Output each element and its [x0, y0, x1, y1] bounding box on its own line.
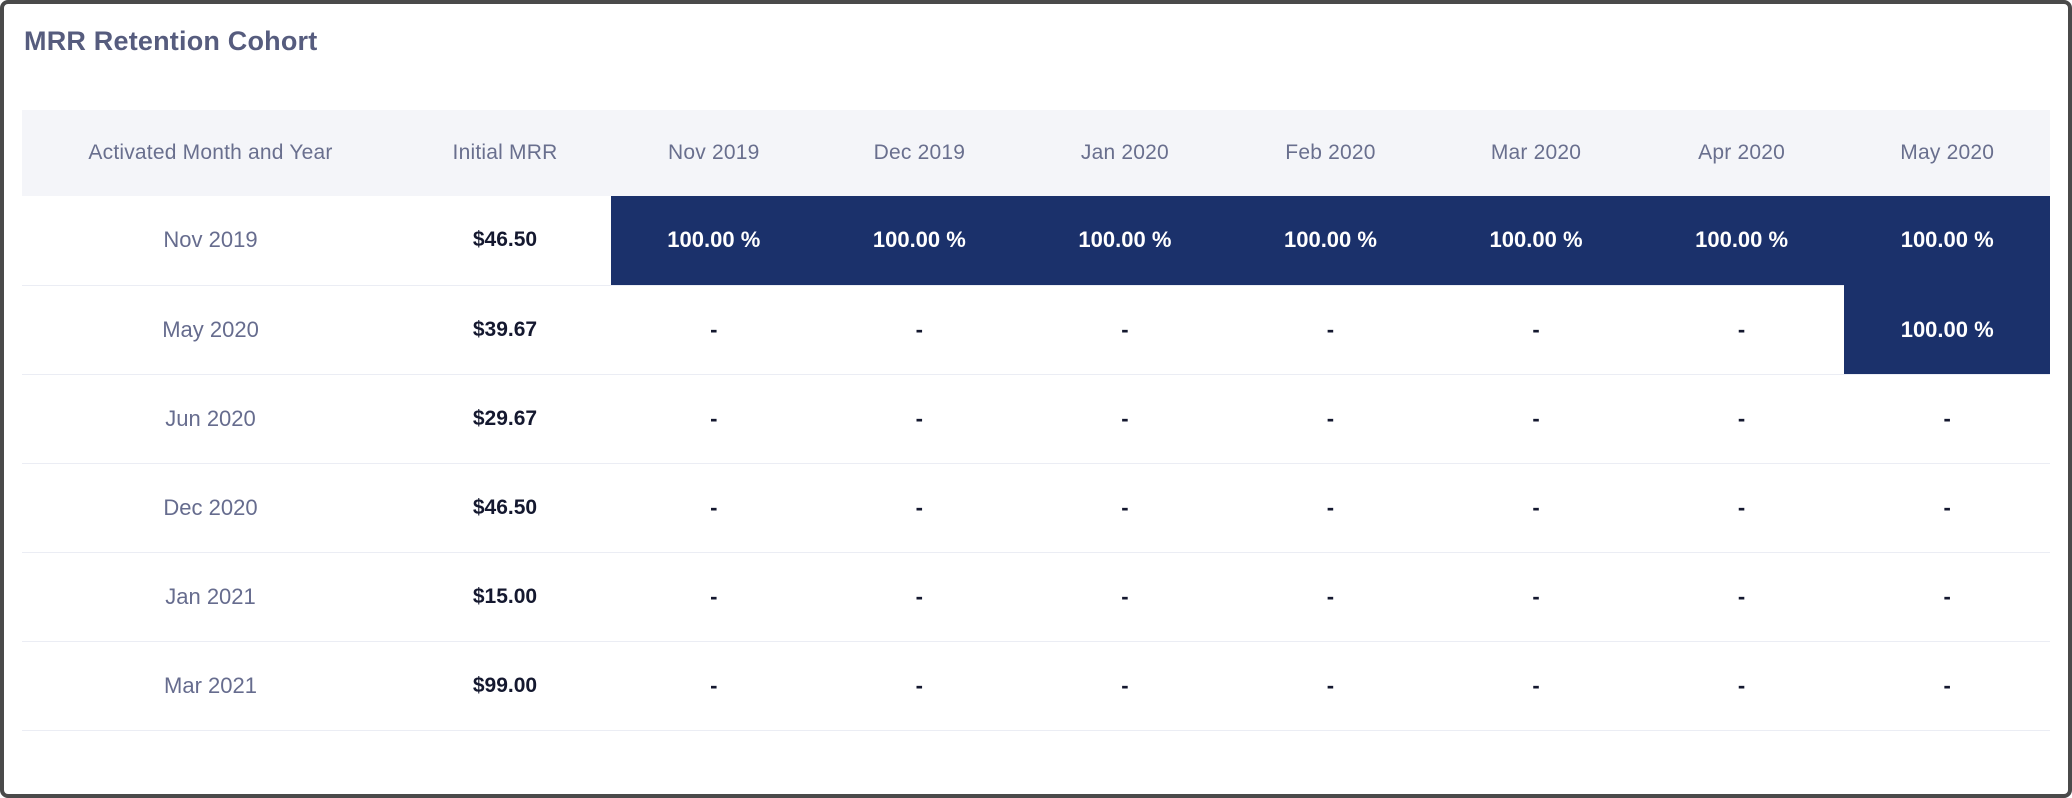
- retention-empty-cell: -: [1844, 373, 2050, 463]
- table-row: Mar 2021 $99.00- - - - - - -: [22, 640, 2050, 731]
- retention-empty-cell: -: [1022, 284, 1228, 374]
- retention-empty-cell: -: [1227, 284, 1434, 374]
- column-header: Activated Month and Year: [22, 110, 399, 196]
- column-header: Dec 2019: [816, 110, 1023, 196]
- retention-empty-cell: -: [1638, 284, 1845, 374]
- retention-empty-cell: -: [816, 462, 1023, 552]
- retention-empty-cell: -: [1433, 551, 1639, 641]
- retention-value-cell: 100.00 %: [1638, 196, 1845, 285]
- mrr-retention-cohort-table: Activated Month and Year Initial MRR Nov 2…: [22, 110, 2050, 731]
- column-header: Mar 2020: [1433, 110, 1639, 196]
- retention-empty-cell: -: [816, 640, 1023, 731]
- initial-mrr-value: $15.00: [399, 551, 611, 641]
- retention-empty-cell: -: [816, 284, 1023, 374]
- retention-empty-cell: -: [1022, 462, 1228, 552]
- initial-mrr-value: $99.00: [399, 640, 611, 731]
- retention-empty-cell: -: [816, 373, 1023, 463]
- column-header: Apr 2020: [1638, 110, 1845, 196]
- retention-empty-cell: -: [1227, 462, 1434, 552]
- retention-empty-cell: -: [1022, 373, 1228, 463]
- retention-value-cell: 100.00 %: [1844, 196, 2050, 285]
- retention-value-cell: 100.00 %: [1227, 196, 1434, 285]
- table-row: Jun 2020 $29.67- - - - - - -: [22, 373, 2050, 463]
- retention-empty-cell: -: [1638, 551, 1845, 641]
- initial-mrr-value: $29.67: [399, 373, 611, 463]
- retention-empty-cell: -: [1227, 640, 1434, 731]
- retention-empty-cell: -: [1638, 373, 1845, 463]
- table-header: Activated Month and Year Initial MRR Nov 2…: [22, 110, 2050, 196]
- retention-empty-cell: -: [1844, 462, 2050, 552]
- header-row: Activated Month and Year Initial MRR Nov 2…: [22, 110, 2050, 196]
- retention-empty-cell: -: [611, 462, 817, 552]
- retention-empty-cell: -: [1844, 551, 2050, 641]
- retention-empty-cell: -: [1022, 551, 1228, 641]
- retention-empty-cell: -: [1022, 640, 1228, 731]
- table-row: Jan 2021 $15.00- - - - - - -: [22, 551, 2050, 641]
- retention-empty-cell: -: [1433, 373, 1639, 463]
- retention-empty-cell: -: [611, 284, 817, 374]
- retention-empty-cell: -: [1433, 640, 1639, 731]
- table-row: May 2020 $39.67- - - - - -100.00 %: [22, 284, 2050, 374]
- initial-mrr-value: $46.50: [399, 196, 611, 285]
- retention-empty-cell: -: [1227, 551, 1434, 641]
- retention-value-cell: 100.00 %: [1844, 284, 2050, 374]
- retention-value-cell: 100.00 %: [611, 196, 817, 285]
- cohort-month-label: May 2020: [22, 284, 399, 374]
- cohort-month-label: Dec 2020: [22, 462, 399, 552]
- column-header: Jan 2020: [1022, 110, 1228, 196]
- cohort-month-label: Jun 2020: [22, 373, 399, 463]
- table-row: Dec 2020 $46.50- - - - - - -: [22, 462, 2050, 552]
- column-header: May 2020: [1844, 110, 2050, 196]
- table-body: Nov 2019 $46.50 100.00 % 100.00 % 100.00 % 10…: [22, 196, 2050, 731]
- widget-title: MRR Retention Cohort: [24, 26, 318, 56]
- initial-mrr-value: $46.50: [399, 462, 611, 552]
- retention-empty-cell: -: [611, 373, 817, 463]
- cohort-month-label: Nov 2019: [22, 196, 399, 285]
- column-header: Nov 2019: [611, 110, 817, 196]
- cohort-month-label: Jan 2021: [22, 551, 399, 641]
- column-header: Initial MRR: [399, 110, 611, 196]
- retention-empty-cell: -: [1433, 284, 1639, 374]
- table-row: Nov 2019 $46.50 100.00 % 100.00 % 100.00 % 10…: [22, 196, 2050, 285]
- cohort-month-label: Mar 2021: [22, 640, 399, 731]
- retention-value-cell: 100.00 %: [816, 196, 1023, 285]
- retention-empty-cell: -: [816, 551, 1023, 641]
- retention-empty-cell: -: [1227, 373, 1434, 463]
- retention-empty-cell: -: [611, 640, 817, 731]
- retention-empty-cell: -: [1433, 462, 1639, 552]
- retention-empty-cell: -: [1844, 640, 2050, 731]
- retention-empty-cell: -: [611, 551, 817, 641]
- retention-empty-cell: -: [1638, 462, 1845, 552]
- retention-empty-cell: -: [1638, 640, 1845, 731]
- initial-mrr-value: $39.67: [399, 284, 611, 374]
- retention-value-cell: 100.00 %: [1433, 196, 1639, 285]
- retention-value-cell: 100.00 %: [1022, 196, 1228, 285]
- column-header: Feb 2020: [1227, 110, 1434, 196]
